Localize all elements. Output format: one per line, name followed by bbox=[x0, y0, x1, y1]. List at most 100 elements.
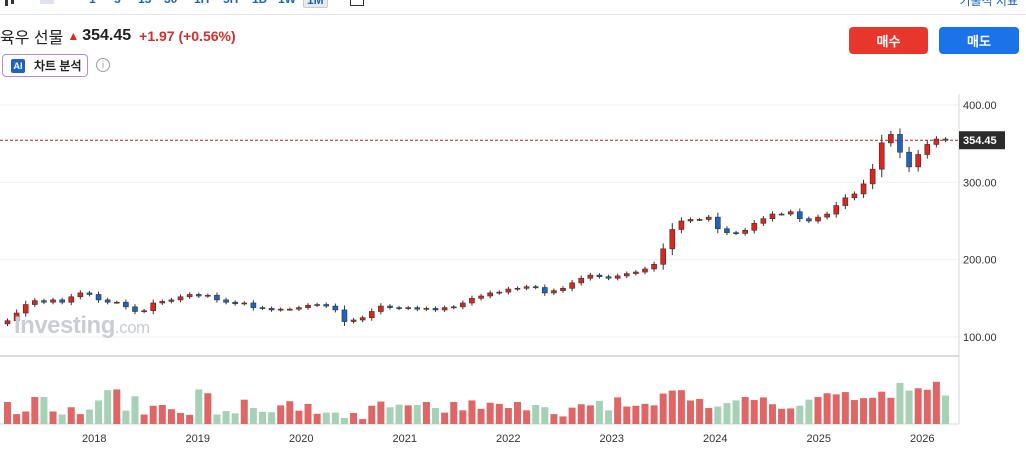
candle-body bbox=[305, 304, 311, 308]
volume-bar bbox=[823, 393, 831, 424]
volume-bar bbox=[268, 412, 276, 424]
volume-bar bbox=[122, 410, 130, 424]
candle-body bbox=[450, 306, 457, 309]
timeframe-1h[interactable]: 1H bbox=[194, 0, 209, 6]
calendar-icon[interactable] bbox=[350, 0, 364, 8]
candle-body bbox=[532, 286, 539, 289]
volume-bar bbox=[322, 412, 330, 424]
ai-icon: AI bbox=[11, 58, 25, 73]
volume-bar bbox=[932, 381, 940, 424]
volume-bar bbox=[523, 410, 531, 424]
candle-body bbox=[168, 299, 175, 302]
volume-bar bbox=[249, 408, 257, 424]
candle-body bbox=[724, 228, 730, 233]
candle-body bbox=[651, 264, 657, 270]
volume-bar bbox=[605, 410, 613, 424]
candle-body bbox=[332, 305, 339, 311]
volume-bar bbox=[869, 397, 877, 424]
x-tick-label: 2026 bbox=[910, 433, 934, 445]
candle-body bbox=[696, 219, 703, 221]
x-tick-label: 2020 bbox=[289, 433, 313, 445]
volume-bar bbox=[668, 390, 676, 424]
timeframe-5[interactable]: 5 bbox=[114, 0, 121, 6]
sell-button[interactable]: 매도 bbox=[939, 27, 1019, 54]
volume-bar bbox=[677, 390, 685, 424]
candle-body bbox=[77, 292, 84, 298]
volume-bar bbox=[623, 406, 631, 424]
timeframe-5h[interactable]: 5H bbox=[223, 0, 238, 6]
volume-bar bbox=[504, 408, 512, 424]
candle-body bbox=[560, 287, 566, 291]
volume-bar bbox=[213, 414, 221, 424]
volume-bar bbox=[85, 409, 93, 424]
candle-body bbox=[487, 292, 493, 297]
buy-button[interactable]: 매수 bbox=[849, 27, 928, 54]
timeframe-15[interactable]: 15 bbox=[138, 0, 151, 6]
timeframe-1[interactable]: 1 bbox=[89, 0, 96, 6]
volume-bar bbox=[787, 408, 795, 424]
candle-body bbox=[314, 304, 320, 306]
candle-body bbox=[596, 274, 603, 277]
volume-bar bbox=[741, 397, 749, 424]
volume-bar bbox=[13, 414, 21, 424]
y-tick-label: 300.00 bbox=[963, 177, 997, 189]
candle-body bbox=[733, 232, 739, 234]
candle-body bbox=[132, 306, 138, 312]
candle-body bbox=[359, 317, 366, 321]
volume-bar bbox=[377, 401, 385, 424]
timeframe-1w[interactable]: 1W bbox=[278, 0, 296, 6]
ai-chart-analysis-button[interactable]: AI 차트 분석 bbox=[2, 54, 88, 77]
info-icon[interactable]: i bbox=[96, 58, 110, 72]
volume-bar bbox=[167, 409, 175, 424]
volume-bar bbox=[459, 410, 467, 424]
volume-bar bbox=[104, 390, 112, 424]
x-tick-label: 2018 bbox=[82, 433, 106, 445]
candle-body bbox=[687, 219, 694, 222]
volume-bar bbox=[541, 407, 549, 424]
last-price-tag bbox=[959, 131, 1005, 150]
candle-body bbox=[542, 287, 548, 294]
candle-body bbox=[705, 216, 712, 220]
candle-body bbox=[842, 197, 849, 206]
timeframe-1d[interactable]: 1D bbox=[252, 0, 267, 6]
volume-bar bbox=[413, 405, 421, 424]
volume-bar bbox=[186, 414, 194, 424]
volume-bar bbox=[586, 405, 594, 424]
candle-body bbox=[496, 291, 503, 294]
candle-body bbox=[41, 300, 47, 303]
candle-body bbox=[123, 301, 129, 308]
candlestick-icon[interactable] bbox=[3, 0, 17, 8]
volume-bar bbox=[814, 397, 822, 424]
x-tick-label: 2023 bbox=[600, 433, 624, 445]
last-price-tag-label: 354.45 bbox=[963, 135, 997, 147]
volume-bar bbox=[577, 404, 585, 424]
candle-body bbox=[232, 301, 238, 305]
candle-body bbox=[296, 307, 302, 310]
volume-bar bbox=[58, 414, 66, 424]
chart-type-icon[interactable] bbox=[40, 0, 54, 8]
instrument-header: 육우 선물 ▲ 354.45 +1.97 (+0.56%) bbox=[0, 24, 236, 48]
volume-bar bbox=[887, 397, 895, 424]
volume-bar bbox=[441, 412, 449, 424]
volume-bar bbox=[277, 405, 285, 424]
timeframe-30[interactable]: 30 bbox=[164, 0, 177, 6]
volume-bar bbox=[422, 401, 430, 424]
candle-body bbox=[205, 294, 211, 297]
volume-bar bbox=[896, 382, 904, 424]
volume-bar bbox=[149, 405, 157, 424]
candle-body bbox=[95, 294, 102, 301]
volume-bar bbox=[550, 414, 558, 424]
volume-bar bbox=[95, 400, 103, 424]
candle-body bbox=[915, 154, 921, 168]
candle-body bbox=[751, 223, 758, 231]
volume-bar bbox=[240, 399, 248, 424]
technical-indicators-link[interactable]: 기술적 지표 bbox=[959, 0, 1018, 8]
candle-body bbox=[605, 276, 612, 279]
timeframe-1m[interactable]: 1M bbox=[303, 0, 328, 8]
x-tick-label: 2024 bbox=[703, 433, 727, 445]
volume-bar bbox=[350, 412, 358, 424]
volume-bar bbox=[641, 403, 649, 424]
candle-body bbox=[815, 216, 821, 222]
investing-watermark: Investing.com bbox=[14, 312, 150, 340]
